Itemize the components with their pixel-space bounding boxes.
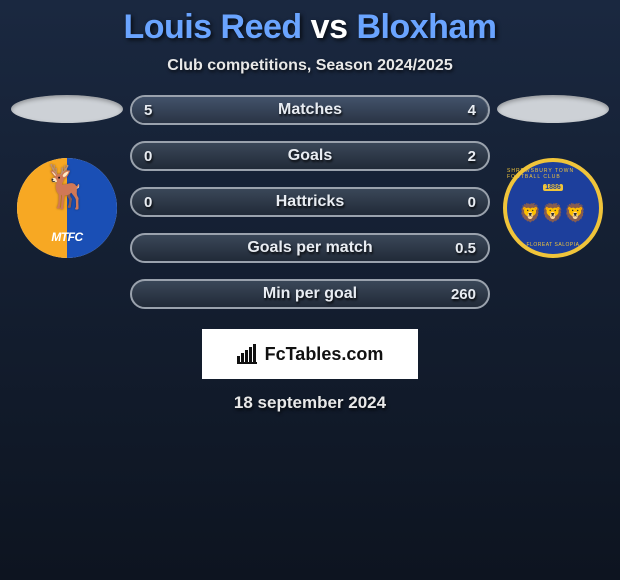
player1-name: Louis Reed <box>123 8 301 46</box>
bar-matches-label: Matches <box>278 101 342 119</box>
right-club-ring-bottom: FLOREAT SALOPIA <box>527 242 580 248</box>
lions-icon: 🦁🦁🦁 <box>519 203 586 224</box>
right-club-year: 1886 <box>543 184 563 191</box>
bar-mpg-right: 260 <box>451 286 476 303</box>
bar-hattricks-left: 0 <box>144 194 152 211</box>
right-player-photo-placeholder <box>497 95 609 123</box>
bar-gpm-right: 0.5 <box>455 240 476 257</box>
bar-gpm-label: Goals per match <box>247 239 372 257</box>
left-club-badge-text: MTFC <box>51 230 82 244</box>
page-title: Louis Reed vs Bloxham <box>123 8 496 47</box>
right-column: SHREWSBURY TOWN FOOTBALL CLUB 1886 🦁🦁🦁 F… <box>496 95 610 258</box>
stat-bars: 5 Matches 4 0 Goals 2 0 Hattricks 0 Goal… <box>130 95 490 309</box>
date-line: 18 september 2024 <box>234 393 386 413</box>
bar-goals-right: 2 <box>468 148 476 165</box>
bar-min-per-goal: Min per goal 260 <box>130 279 490 309</box>
fctables-attribution[interactable]: FcTables.com <box>202 329 418 379</box>
bar-matches: 5 Matches 4 <box>130 95 490 125</box>
left-club-badge: 🦌 MTFC <box>17 158 117 258</box>
stag-icon: 🦌 <box>41 166 93 208</box>
right-club-ring-top: SHREWSBURY TOWN FOOTBALL CLUB <box>507 168 599 180</box>
fctables-brand-text: FcTables.com <box>265 344 384 365</box>
bar-matches-right: 4 <box>468 102 476 119</box>
right-club-badge: SHREWSBURY TOWN FOOTBALL CLUB 1886 🦁🦁🦁 F… <box>503 158 603 258</box>
bar-hattricks-label: Hattricks <box>276 193 344 211</box>
bar-goals-label: Goals <box>288 147 332 165</box>
bar-goals: 0 Goals 2 <box>130 141 490 171</box>
bar-mpg-label: Min per goal <box>263 285 357 303</box>
stats-card: Louis Reed vs Bloxham Club competitions,… <box>0 0 620 413</box>
left-column: 🦌 MTFC <box>10 95 124 258</box>
left-player-photo-placeholder <box>11 95 123 123</box>
bar-goals-left: 0 <box>144 148 152 165</box>
subtitle: Club competitions, Season 2024/2025 <box>167 57 452 75</box>
vs-label: vs <box>311 8 348 46</box>
bar-hattricks: 0 Hattricks 0 <box>130 187 490 217</box>
bar-matches-left: 5 <box>144 102 152 119</box>
bar-goals-per-match: Goals per match 0.5 <box>130 233 490 263</box>
main-row: 🦌 MTFC 5 Matches 4 0 Goals 2 0 Hattricks… <box>10 95 610 309</box>
player2-name: Bloxham <box>356 8 496 46</box>
bar-chart-icon <box>237 344 259 364</box>
bar-hattricks-right: 0 <box>468 194 476 211</box>
